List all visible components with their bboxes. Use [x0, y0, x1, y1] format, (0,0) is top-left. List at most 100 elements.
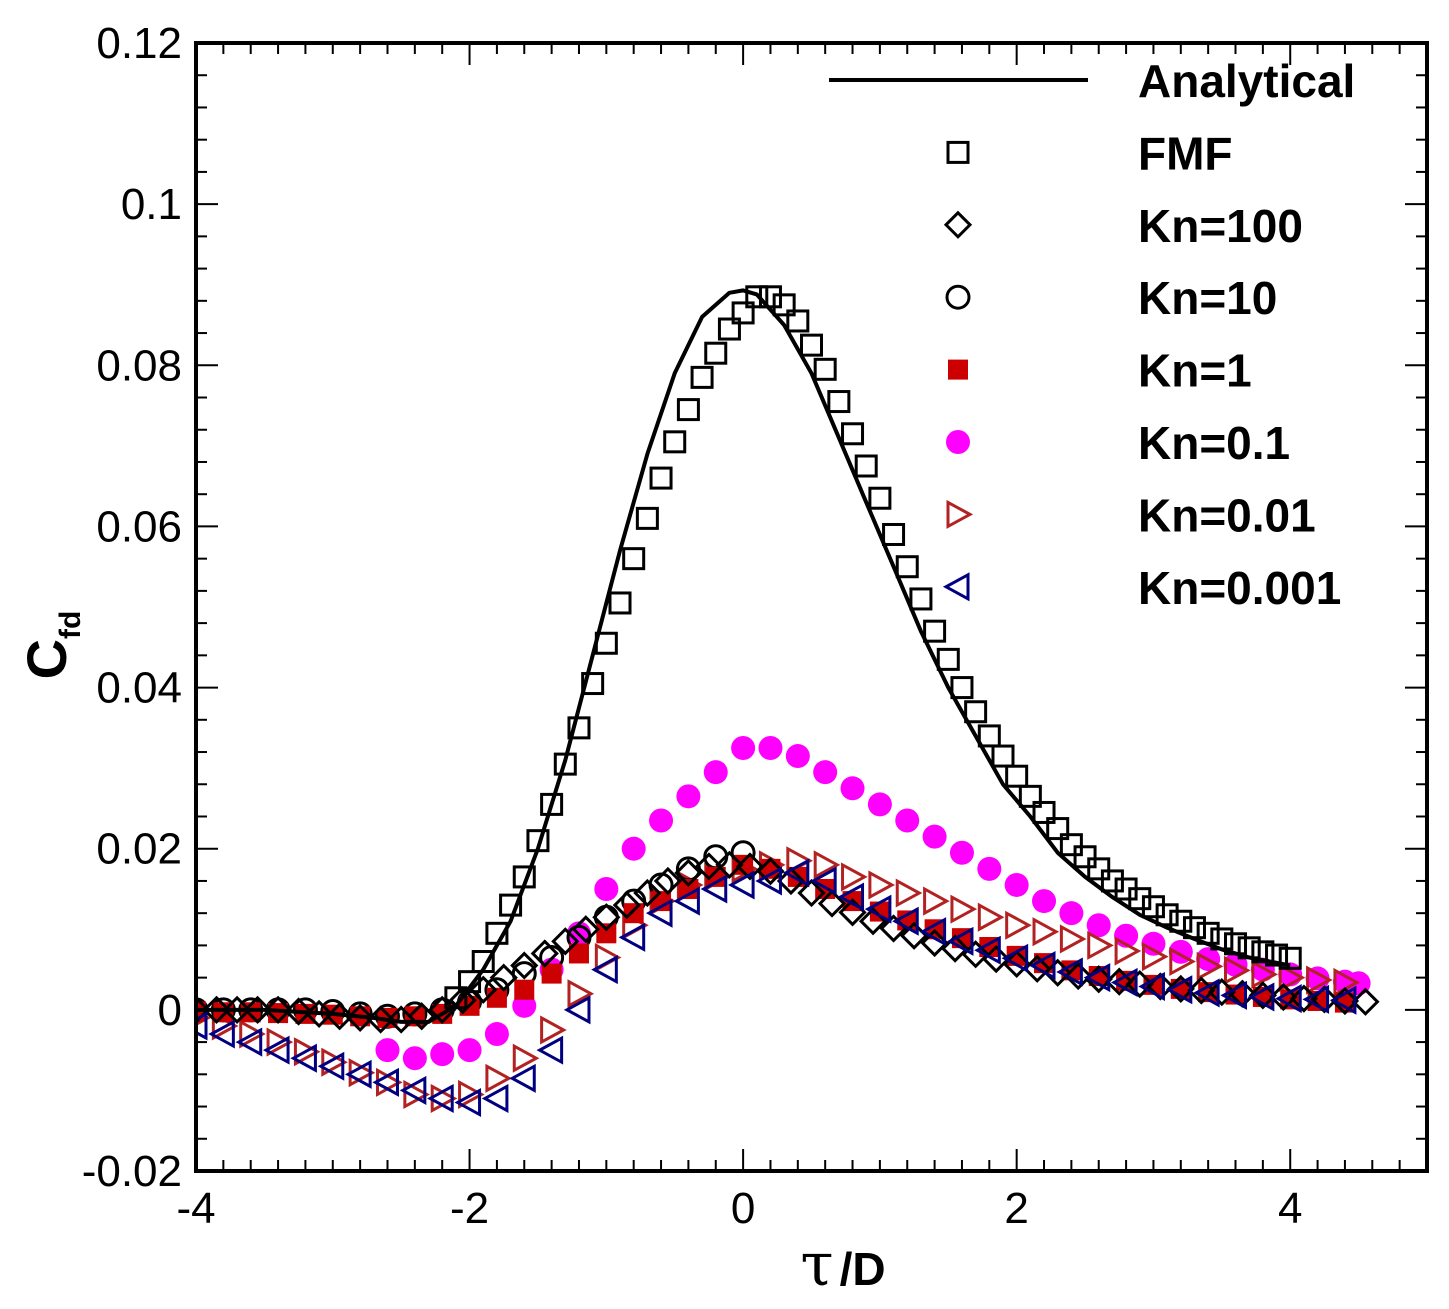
data-point	[1005, 764, 1029, 788]
data-point	[407, 1002, 436, 1031]
data-point	[690, 365, 714, 389]
data-point	[1128, 887, 1152, 911]
data-point	[263, 995, 293, 1024]
data-point	[1023, 954, 1052, 983]
data-point	[868, 486, 892, 510]
data-point	[1032, 917, 1060, 947]
y-axis-title: Cfd	[15, 611, 87, 680]
data-point	[1059, 833, 1083, 857]
plot-area	[196, 285, 1380, 1118]
data-point	[402, 1046, 427, 1071]
series-analytical	[196, 288, 1291, 1024]
data-point	[1329, 985, 1357, 1015]
data-point	[1220, 980, 1248, 1010]
data-point	[403, 1079, 430, 1109]
data-point	[727, 870, 755, 900]
data-point	[514, 979, 535, 1000]
data-point	[635, 506, 659, 530]
legend-label: Kn=0.001	[1138, 562, 1341, 614]
data-point	[810, 866, 837, 896]
data-point	[841, 862, 868, 892]
legend-label: Analytical	[1138, 55, 1355, 107]
data-point	[540, 792, 564, 816]
data-point	[591, 955, 618, 985]
series-fmf	[444, 285, 1302, 1010]
data-point	[428, 995, 457, 1024]
data-point	[458, 1079, 485, 1109]
data-point	[512, 993, 537, 1018]
legend-item: Kn=0.001	[942, 562, 1341, 614]
data-point	[868, 870, 896, 900]
data-point	[922, 824, 947, 849]
data-point	[694, 852, 724, 881]
data-point	[772, 293, 796, 317]
data-point	[755, 866, 782, 896]
data-point	[919, 917, 947, 947]
data-point	[1064, 961, 1093, 991]
data-point	[892, 906, 919, 936]
data-point	[797, 878, 826, 908]
data-point	[1302, 984, 1330, 1014]
data-point	[485, 1063, 513, 1093]
data-point	[895, 878, 923, 908]
data-point	[813, 850, 841, 880]
data-point	[1196, 951, 1224, 981]
data-point	[1141, 931, 1166, 956]
data-point	[304, 999, 334, 1029]
data-point	[1032, 800, 1056, 824]
data-point	[196, 1011, 208, 1041]
data-point	[290, 1043, 317, 1073]
data-point	[782, 858, 810, 888]
legend-label: Kn=1	[1138, 345, 1252, 397]
data-point	[623, 903, 644, 924]
data-point	[293, 1037, 321, 1067]
data-point	[895, 555, 919, 579]
legend-item: Kn=1	[948, 345, 1252, 397]
legend-label: Kn=0.01	[1138, 489, 1316, 541]
data-point	[1146, 972, 1175, 1001]
legend-marker	[945, 284, 971, 310]
data-point	[1001, 943, 1029, 973]
data-point	[663, 430, 687, 454]
data-point	[837, 882, 865, 912]
data-point	[235, 1027, 263, 1057]
data-point	[950, 894, 978, 924]
data-point	[756, 857, 785, 886]
data-point	[653, 866, 683, 896]
data-point	[243, 995, 272, 1024]
legend-marker	[946, 499, 974, 529]
data-point	[731, 301, 755, 325]
tick-labels: -4 -2 0 2 4 -0.02 0 0.02 0.04 0.06 0.08 0.1 0.12	[82, 19, 1303, 1233]
y-tick-label: 0	[158, 986, 182, 1035]
data-point	[1125, 969, 1154, 999]
data-point	[621, 836, 646, 861]
data-point	[571, 915, 600, 944]
data-point	[1110, 967, 1138, 997]
data-point	[703, 760, 728, 785]
data-point	[1105, 967, 1134, 996]
data-point	[1224, 955, 1251, 985]
data-point	[568, 943, 589, 964]
data-point	[1169, 909, 1193, 933]
data-point	[786, 309, 810, 333]
x-tick-label: -4	[176, 1184, 215, 1233]
data-point	[977, 856, 1002, 881]
data-point	[1247, 982, 1275, 1012]
data-point	[817, 889, 847, 918]
data-point	[800, 333, 823, 357]
data-point	[510, 951, 539, 980]
data-point	[964, 700, 988, 724]
y-tick-label: 0.1	[121, 180, 182, 229]
legend-item: Kn=0.1	[946, 417, 1290, 469]
data-point	[977, 902, 1005, 932]
data-point	[946, 926, 974, 956]
legend-marker	[948, 359, 968, 380]
data-point	[202, 995, 231, 1024]
y-axis-title-subscript: fd	[54, 611, 87, 639]
data-point	[266, 1027, 294, 1057]
data-point	[622, 547, 646, 571]
data-point	[1083, 963, 1111, 993]
data-point	[936, 647, 960, 671]
data-point	[592, 903, 621, 932]
data-point	[950, 676, 974, 700]
